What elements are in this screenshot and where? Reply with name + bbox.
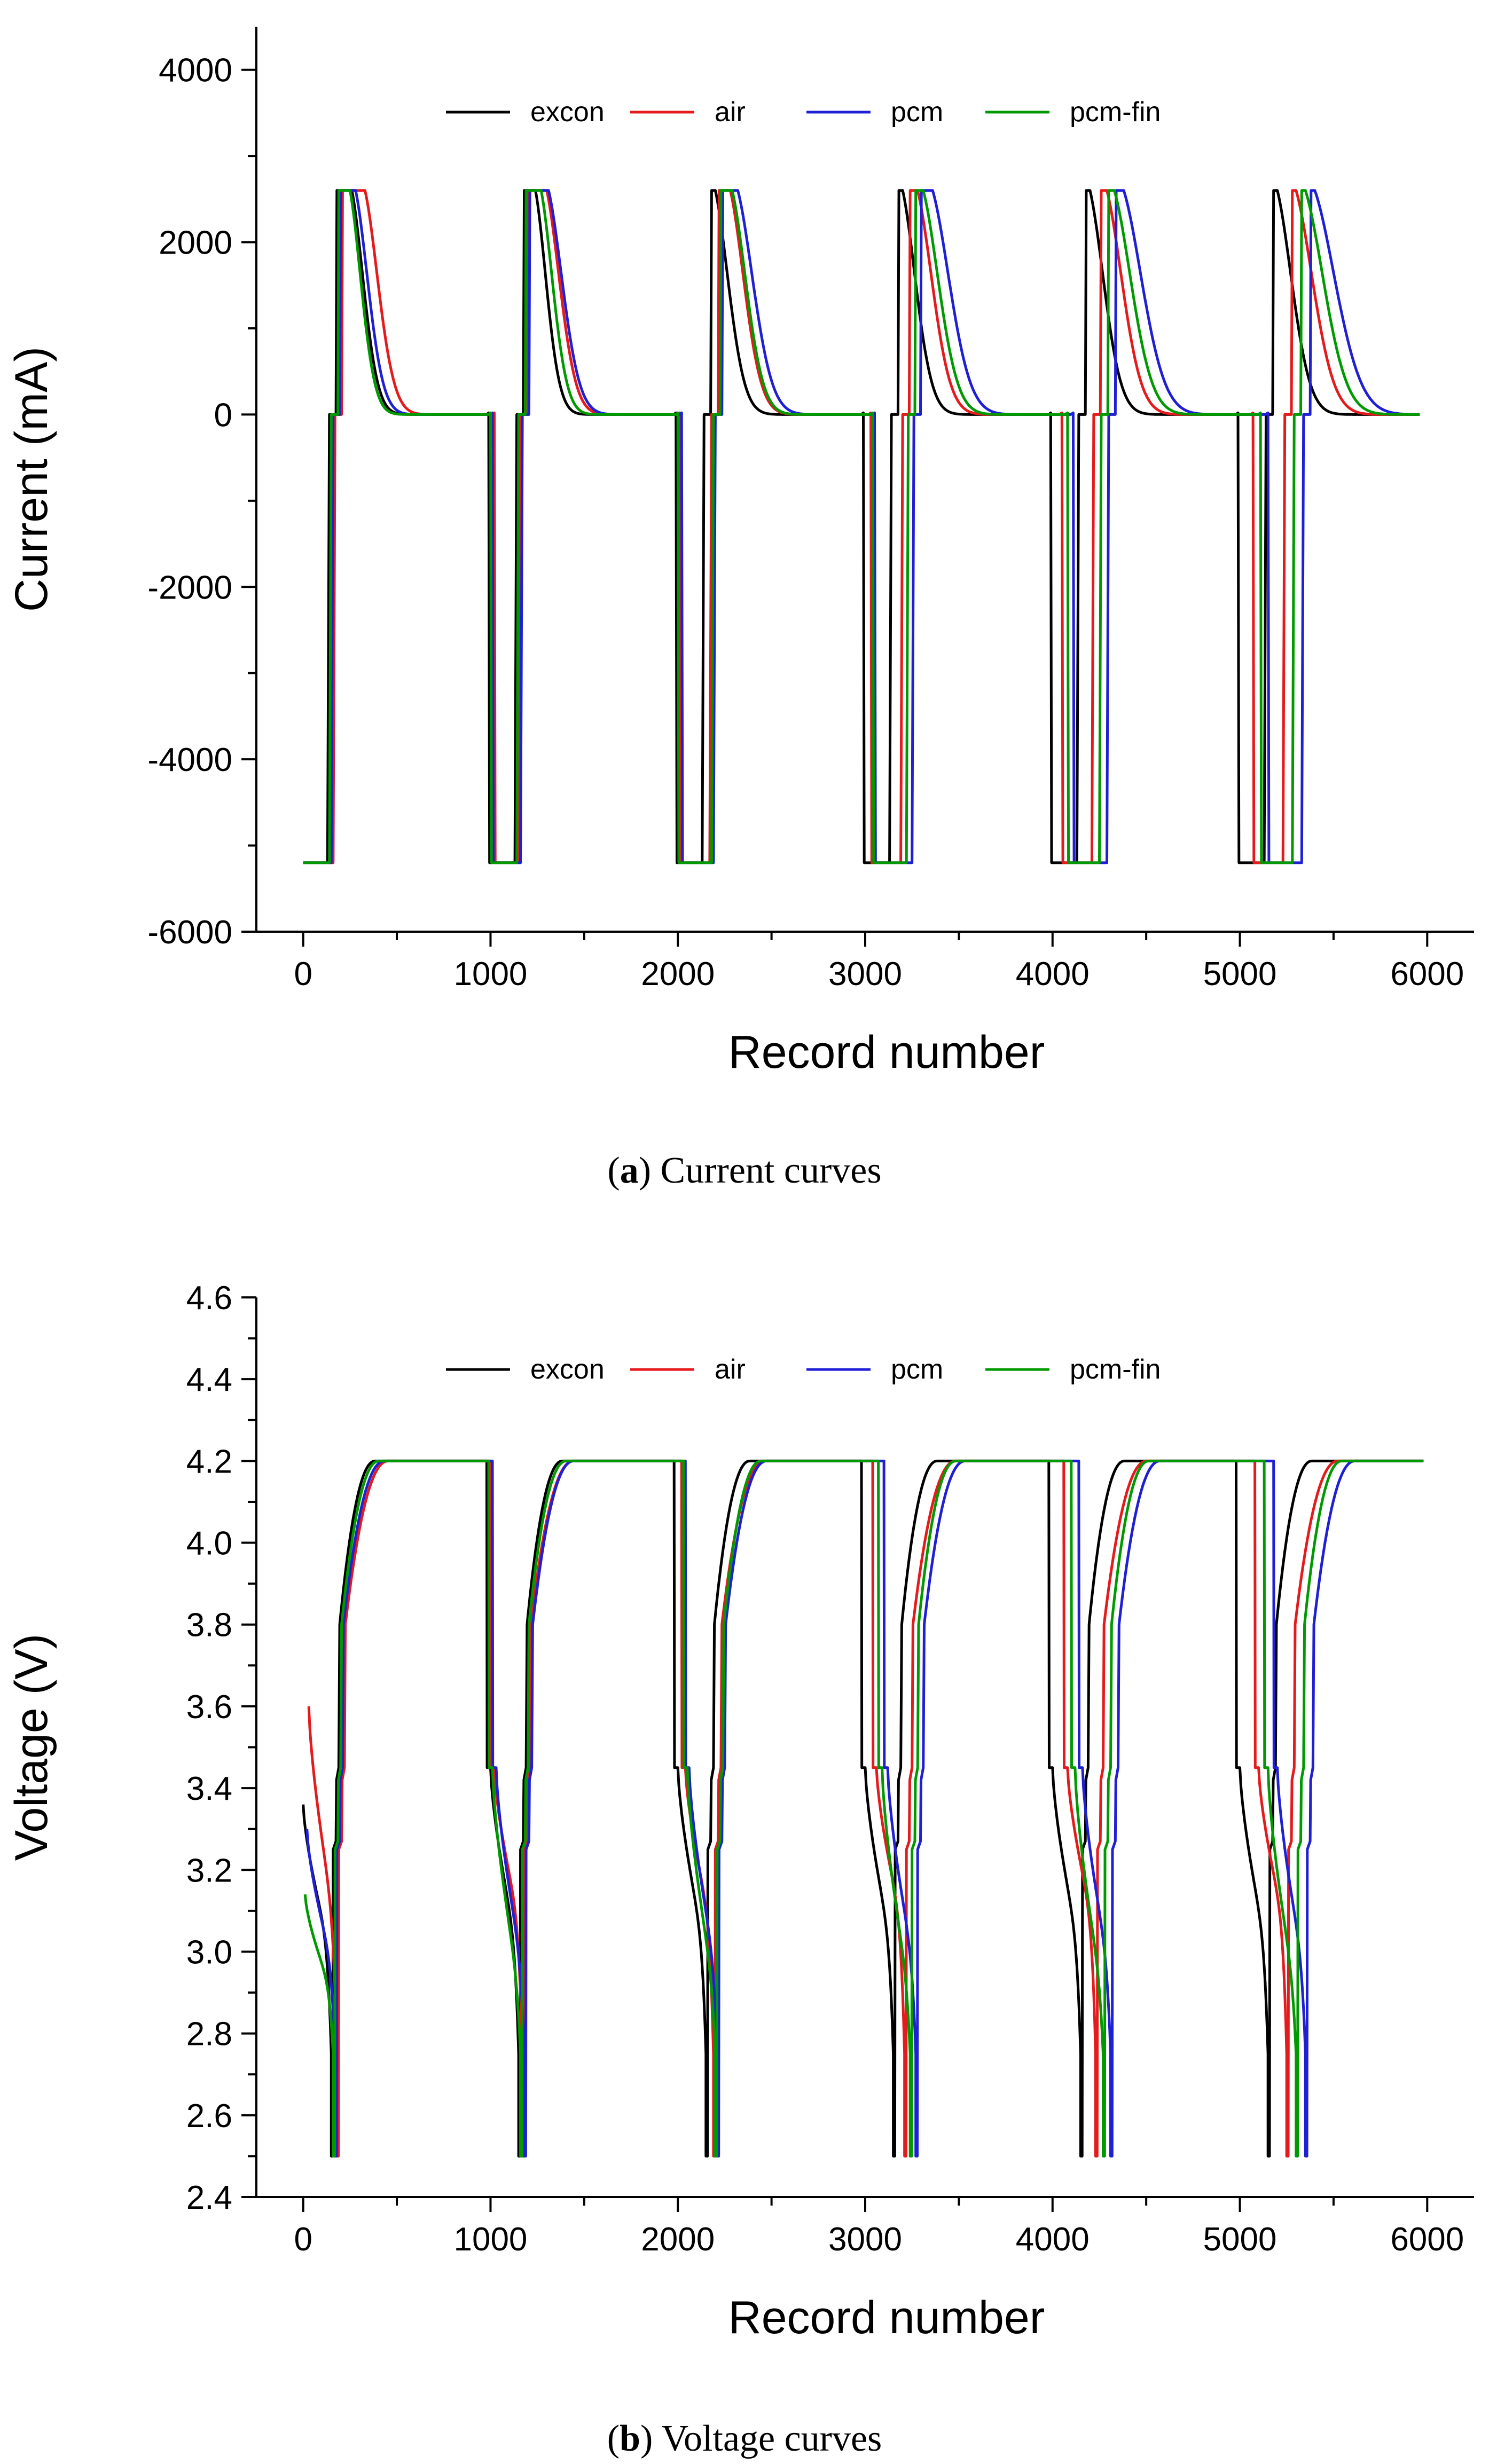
series-line-air	[303, 189, 1420, 864]
x-tick-label: 5000	[1203, 2221, 1277, 2258]
legend-label-air: air	[715, 97, 746, 128]
caption-letter: b	[620, 2418, 640, 2459]
figure-caption: (a) Current curves	[607, 1150, 881, 1191]
x-tick-label: 3000	[828, 956, 902, 993]
series-line-pcm-fin	[303, 1459, 1424, 2158]
legend: excon air pcm pcm-fin	[446, 97, 1161, 128]
y-tick-label: 3.2	[186, 1852, 232, 1889]
x-tick-label: 3000	[828, 2221, 902, 2258]
legend-label-excon: excon	[530, 1354, 605, 1385]
y-tick-label: 4.6	[186, 1280, 232, 1317]
y-tick-label: 4.0	[186, 1525, 232, 1562]
series-line-excon	[303, 189, 1420, 864]
x-tick-label: 4000	[1016, 2221, 1090, 2258]
figure-caption: (b) Voltage curves	[607, 2418, 882, 2459]
legend-label-air: air	[715, 1354, 746, 1385]
x-tick-label: 4000	[1016, 956, 1090, 993]
series-line-pcm	[305, 1459, 1424, 2158]
caption-paren-open: (	[607, 1150, 620, 1191]
x-tick-label: 6000	[1390, 2221, 1464, 2258]
y-tick-label: 2.4	[186, 2179, 232, 2216]
y-tick-label: 3.4	[186, 1770, 232, 1807]
y-tick-label: 3.6	[186, 1689, 232, 1726]
series-line-pcm-fin	[303, 189, 1420, 864]
caption-paren-open: (	[607, 2418, 620, 2459]
y-axis-label: Voltage (V)	[6, 1634, 57, 1861]
y-tick-label: -4000	[147, 742, 232, 778]
caption-text: Current curves	[651, 1150, 882, 1191]
y-tick-label: 2.6	[186, 2098, 232, 2135]
x-axis-label: Record number	[728, 2292, 1045, 2343]
x-tick-label: 2000	[641, 956, 715, 993]
legend-label-pcm: pcm	[891, 1354, 943, 1385]
x-tick-label: 5000	[1203, 956, 1277, 993]
y-tick-label: -6000	[147, 914, 232, 951]
legend-label-pcm-fin: pcm-fin	[1070, 97, 1161, 128]
x-tick-label: 0	[294, 956, 312, 993]
legend-label-pcm: pcm	[891, 97, 943, 128]
legend-label-excon: excon	[530, 97, 605, 128]
x-tick-label: 1000	[453, 956, 527, 993]
y-tick-label: 2000	[159, 225, 232, 262]
y-tick-label: 3.8	[186, 1607, 232, 1644]
voltage-chart: 0 1000 2000 3000 4000 5000 6000 2.4 2.6 2.8 3.0 3.2…	[6, 1280, 1474, 2459]
x-tick-label: 0	[294, 2221, 312, 2258]
legend-label-pcm-fin: pcm-fin	[1070, 1354, 1161, 1385]
y-axis-label: Current (mA)	[6, 347, 57, 612]
y-tick-label: 4.2	[186, 1443, 232, 1480]
x-tick-label: 6000	[1390, 956, 1464, 993]
caption-letter: a	[620, 1150, 639, 1191]
y-tick-label: 2.8	[186, 2016, 232, 2053]
caption-paren-close: )	[640, 2418, 653, 2459]
x-axis-label: Record number	[728, 1027, 1045, 1078]
y-tick-label: 3.0	[186, 1934, 232, 1971]
caption-text: Voltage curves	[653, 2418, 882, 2459]
caption-paren-close: )	[639, 1150, 651, 1191]
x-tick-label: 2000	[641, 2221, 715, 2258]
y-tick-label: 4000	[159, 52, 232, 89]
current-chart: 0 1000 2000 3000 4000 5000 6000 -6000 -4000 -2000…	[6, 27, 1474, 1191]
legend: excon air pcm pcm-fin	[446, 1354, 1161, 1385]
y-tick-label: 4.4	[186, 1361, 232, 1398]
series-group	[303, 189, 1420, 864]
y-tick-label: 0	[214, 397, 232, 434]
series-line-air	[307, 1459, 1424, 2158]
y-tick-label: -2000	[147, 569, 232, 606]
series-group	[302, 1459, 1424, 2158]
x-tick-label: 1000	[453, 2221, 527, 2258]
